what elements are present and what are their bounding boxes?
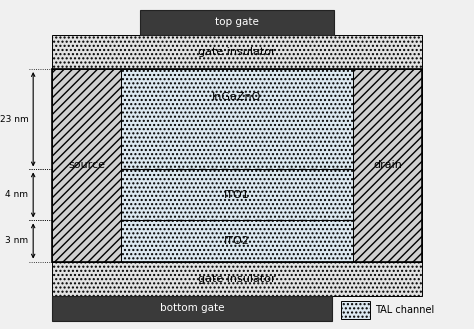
Text: ITO1: ITO1 bbox=[224, 190, 250, 200]
Bar bbox=[52, 69, 422, 262]
Text: ITO2: ITO2 bbox=[224, 236, 250, 246]
Bar bbox=[140, 10, 334, 35]
Text: 23 nm: 23 nm bbox=[0, 115, 28, 124]
Bar bbox=[52, 296, 332, 321]
Text: 3 nm: 3 nm bbox=[5, 237, 28, 245]
Bar bbox=[121, 220, 353, 262]
Bar bbox=[52, 262, 422, 296]
Bar bbox=[121, 69, 353, 169]
Text: gate insulator: gate insulator bbox=[198, 47, 276, 57]
Text: top gate: top gate bbox=[215, 17, 259, 27]
Text: TAL channel: TAL channel bbox=[375, 305, 435, 315]
Text: InGaZnO: InGaZnO bbox=[212, 92, 262, 102]
Bar bbox=[52, 69, 121, 262]
Text: bottom gate: bottom gate bbox=[160, 303, 224, 314]
Bar bbox=[341, 301, 370, 319]
Text: 4 nm: 4 nm bbox=[5, 190, 28, 199]
Text: gate insulator: gate insulator bbox=[198, 274, 276, 284]
Text: drain: drain bbox=[373, 160, 402, 170]
Text: source: source bbox=[68, 160, 105, 170]
Bar bbox=[353, 69, 422, 262]
Bar bbox=[52, 35, 422, 69]
Bar bbox=[121, 169, 353, 220]
